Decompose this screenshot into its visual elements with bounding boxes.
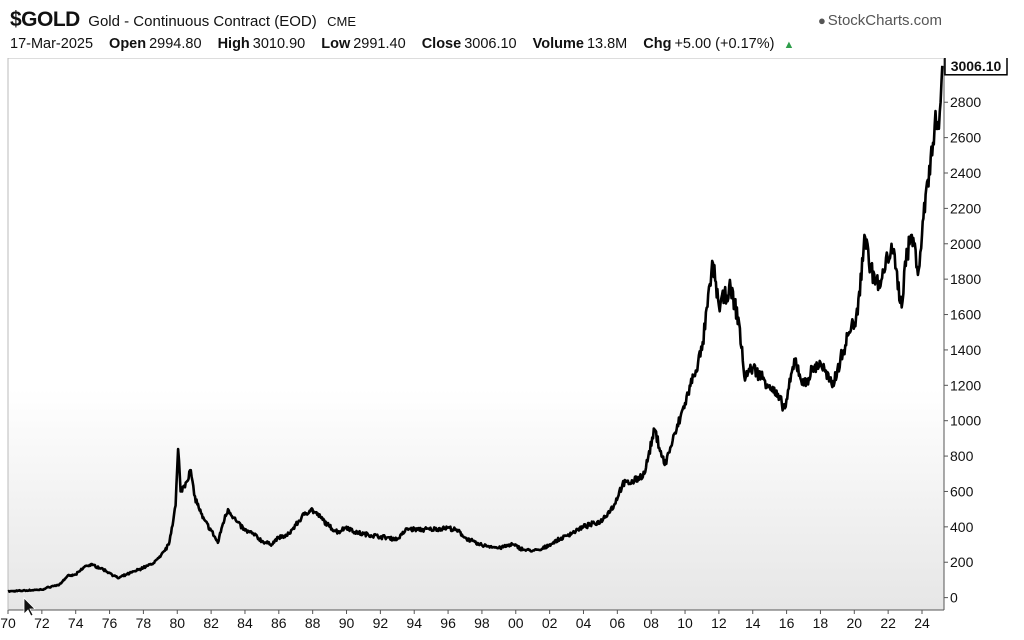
close-label: Close [421,36,462,52]
y-tick-label: 1400 [950,342,981,358]
y-tick-label: 2400 [950,165,981,181]
x-tick-label: 86 [271,615,287,631]
x-tick-label: 16 [779,615,795,631]
low-value: 2991.40 [353,36,406,52]
x-tick-label: 90 [339,615,355,631]
chart-header: $GOLD Gold - Continuous Contract (EOD) C… [0,0,1024,58]
x-tick-label: 74 [68,615,84,631]
symbol-label: $GOLD [10,8,80,31]
x-tick-label: 12 [711,615,727,631]
last-value-box-frame [944,58,1008,76]
y-tick-label: 2200 [950,200,981,216]
high-value: 3010.90 [252,36,306,52]
x-axis-ticks: 70 72 74 76 78 80 82 84 86 88 90 92 94 96 98 00 02 04 06 08… [0,610,930,631]
y-tick-label: 1600 [950,307,981,323]
x-tick-label: 96 [440,615,456,631]
x-tick-label: 94 [406,615,422,631]
y-tick-label: 800 [950,448,974,464]
brand-link[interactable]: ● StockCharts.com [818,12,942,29]
date-label: 17-Mar-2025 [10,36,94,52]
x-tick-label: 88 [305,615,321,631]
y-tick-label: 1200 [950,377,981,393]
plot-area [8,58,944,610]
price-info-line: 17-Mar-2025 Open 2994.80 High 3010.90 Low 2… [10,36,794,52]
x-tick-label: 82 [203,615,219,631]
exchange-label: CME [327,14,357,29]
y-tick-label: 1000 [950,413,981,429]
y-tick-label: 1800 [950,271,981,287]
contract-description: Gold - Continuous Contract (EOD) [88,13,317,30]
change-label: Chg [643,36,672,52]
y-tick-label: 0 [950,590,958,606]
high-label: High [217,36,250,52]
x-tick-label: 10 [677,615,693,631]
y-tick-label: 2000 [950,236,981,252]
y-tick-label: 200 [950,554,974,570]
x-tick-label: 80 [169,615,185,631]
x-tick-label: 70 [0,615,16,631]
x-tick-label: 24 [914,615,930,631]
x-tick-label: 20 [847,615,863,631]
change-value: +5.00 (+0.17%) [674,36,775,52]
mouse-cursor-icon [23,597,36,617]
x-tick-label: 06 [610,615,626,631]
close-value: 3006.10 [464,36,517,52]
stockcharts-logo-icon: ● [817,13,826,28]
x-tick-label: 08 [643,615,659,631]
x-tick-label: 78 [136,615,152,631]
gold-price-chart[interactable]: 0200400600800100012001400160018002000220… [0,58,1024,640]
open-value: 2994.80 [149,36,202,52]
up-triangle-icon: ▲ [783,39,795,51]
last-value-label: 3006.10 [951,58,1002,74]
x-tick-label: 72 [34,615,50,631]
y-tick-label: 2600 [950,130,981,146]
x-tick-label: 92 [373,615,389,631]
volume-label: Volume [532,36,584,52]
y-tick-label: 600 [950,483,974,499]
y-axis-ticks: 0 200 400 600 800 1000 1200 1400 1600 1800 2000 220… [944,94,981,606]
x-tick-label: 76 [102,615,118,631]
low-label: Low [321,36,351,52]
last-value-box: 3006.10 [944,58,1008,76]
price-series-line [7,65,944,593]
x-tick-label: 14 [745,615,761,631]
volume-value: 13.8M [586,36,628,52]
title-line: $GOLD Gold - Continuous Contract (EOD) C… [10,8,356,32]
x-tick-label: 00 [508,615,524,631]
x-tick-label: 84 [237,615,253,631]
y-tick-label: 2800 [950,94,981,110]
x-tick-label: 04 [576,615,592,631]
open-label: Open [109,36,147,52]
x-tick-label: 98 [474,615,490,631]
x-tick-label: 18 [813,615,829,631]
brand-label: StockCharts.com [827,12,942,29]
x-tick-label: 22 [880,615,896,631]
y-tick-label: 400 [950,519,974,535]
x-tick-label: 02 [542,615,558,631]
